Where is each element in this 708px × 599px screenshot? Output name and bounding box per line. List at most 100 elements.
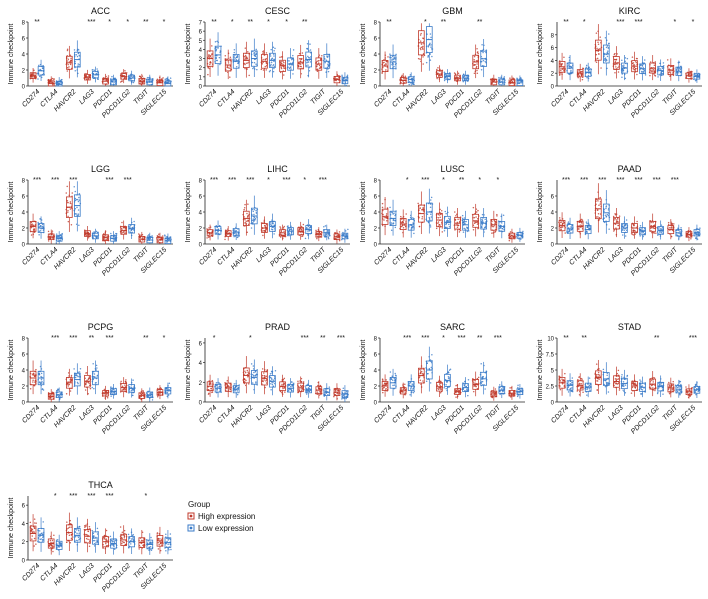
box-low bbox=[462, 70, 470, 85]
data-point bbox=[268, 70, 271, 73]
box-low bbox=[304, 219, 313, 240]
data-point bbox=[561, 223, 564, 225]
box-high bbox=[594, 183, 602, 233]
data-point bbox=[475, 60, 478, 62]
significance-label: *** bbox=[580, 177, 588, 184]
data-point bbox=[417, 202, 419, 205]
data-point bbox=[67, 201, 69, 204]
data-point bbox=[344, 233, 346, 236]
data-point bbox=[247, 376, 249, 378]
data-point bbox=[391, 58, 393, 60]
data-point bbox=[66, 60, 69, 62]
box-high bbox=[279, 374, 287, 397]
data-point bbox=[680, 226, 682, 229]
box-low bbox=[73, 181, 82, 232]
data-point bbox=[110, 232, 112, 235]
data-point bbox=[386, 220, 388, 222]
y-axis-label: Immune checkpoint bbox=[537, 24, 544, 85]
data-point bbox=[391, 63, 393, 66]
data-point bbox=[437, 217, 440, 219]
data-point bbox=[243, 378, 246, 380]
box-high bbox=[206, 224, 214, 241]
data-point bbox=[282, 60, 284, 62]
data-point bbox=[560, 221, 563, 223]
data-point bbox=[33, 228, 36, 230]
data-point bbox=[642, 70, 644, 73]
data-point bbox=[679, 68, 682, 71]
box-high bbox=[119, 220, 128, 240]
data-point bbox=[50, 393, 52, 396]
box-low bbox=[341, 72, 349, 87]
data-point bbox=[270, 63, 272, 66]
data-point bbox=[317, 62, 320, 64]
data-point bbox=[394, 226, 397, 229]
data-point bbox=[55, 233, 58, 235]
data-point bbox=[51, 232, 53, 234]
significance-label: ** bbox=[441, 19, 447, 26]
box-high bbox=[278, 224, 287, 241]
data-point bbox=[632, 234, 635, 236]
data-point bbox=[457, 218, 459, 220]
data-point bbox=[215, 382, 218, 384]
significance-label: * bbox=[673, 19, 676, 26]
data-point bbox=[32, 224, 35, 227]
data-point bbox=[585, 64, 588, 67]
x-tick-label: CD274 bbox=[373, 246, 393, 266]
data-point bbox=[563, 56, 565, 59]
data-point bbox=[274, 47, 276, 50]
data-point bbox=[77, 213, 80, 215]
data-point bbox=[69, 60, 71, 63]
box-low bbox=[127, 217, 136, 240]
data-point bbox=[462, 73, 465, 76]
box-low bbox=[638, 221, 646, 240]
y-tick-label: 6 bbox=[22, 37, 26, 43]
data-point bbox=[482, 59, 485, 62]
data-point bbox=[266, 368, 269, 371]
data-point bbox=[279, 236, 282, 238]
data-point bbox=[323, 225, 325, 228]
x-tick-label: CD274 bbox=[550, 88, 570, 108]
data-point bbox=[596, 57, 599, 60]
data-point bbox=[402, 219, 405, 221]
data-point bbox=[166, 241, 168, 243]
y-tick-label: 2 bbox=[199, 66, 203, 72]
data-point bbox=[65, 192, 67, 194]
data-point bbox=[578, 227, 580, 229]
box-high bbox=[381, 51, 389, 80]
significance-label: * bbox=[213, 335, 216, 342]
box-high bbox=[206, 38, 214, 78]
data-point bbox=[494, 220, 496, 223]
data-point bbox=[385, 213, 388, 215]
y-axis-label: Immune checkpoint bbox=[360, 24, 367, 85]
data-point bbox=[252, 218, 255, 220]
data-point bbox=[132, 379, 134, 381]
data-point bbox=[441, 231, 444, 233]
box-high bbox=[261, 361, 269, 395]
data-point bbox=[237, 236, 239, 238]
data-point bbox=[280, 66, 282, 69]
data-point bbox=[420, 32, 422, 35]
data-point bbox=[320, 66, 322, 68]
data-point bbox=[103, 388, 106, 391]
box-low bbox=[675, 224, 683, 241]
data-point bbox=[289, 66, 291, 69]
box-high bbox=[279, 51, 287, 80]
data-point bbox=[381, 72, 383, 74]
data-point bbox=[32, 372, 34, 375]
box-low bbox=[268, 213, 276, 239]
data-point bbox=[560, 68, 562, 70]
significance-label: ** bbox=[89, 335, 95, 342]
data-point bbox=[595, 32, 598, 34]
data-point bbox=[75, 54, 78, 56]
data-point bbox=[316, 232, 318, 234]
data-point bbox=[475, 65, 478, 68]
data-point bbox=[67, 209, 69, 212]
y-tick-label: 3 bbox=[199, 57, 203, 63]
significance-label: *** bbox=[87, 19, 95, 26]
box-high bbox=[47, 76, 55, 87]
data-point bbox=[253, 371, 255, 374]
data-point bbox=[250, 227, 253, 229]
data-point bbox=[124, 232, 127, 234]
data-point bbox=[229, 56, 232, 59]
data-point bbox=[68, 66, 70, 68]
